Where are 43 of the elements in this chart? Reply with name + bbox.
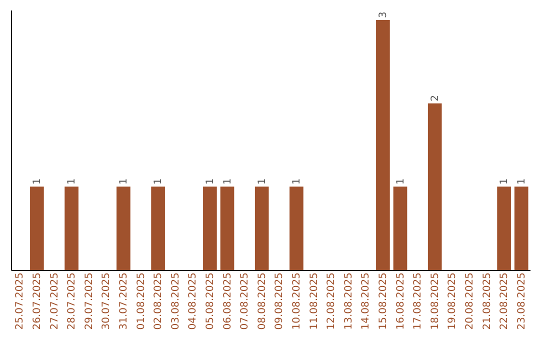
data-label: 1: [395, 178, 406, 185]
x-tick-label: 07.08.2025: [240, 272, 251, 330]
x-tick-label: 31.07.2025: [118, 272, 130, 330]
data-label: 1: [204, 178, 216, 185]
x-tick-label: 04.08.2025: [188, 272, 199, 330]
data-label: 1: [153, 178, 164, 185]
x-tick-label: 29.07.2025: [84, 272, 95, 330]
x-tick-label: 03.08.2025: [170, 272, 182, 330]
x-tick-label: 01.08.2025: [136, 272, 147, 330]
x-tick-label: 23.08.2025: [516, 272, 528, 330]
x-tick-label: 06.08.2025: [222, 272, 234, 330]
x-tick-label: 13.08.2025: [343, 272, 354, 330]
data-label: 1: [256, 178, 268, 185]
data-label: 3: [378, 12, 389, 18]
x-tick-label: 14.08.2025: [360, 272, 372, 330]
data-label: 1: [516, 178, 528, 185]
x-tick-label: 28.07.2025: [66, 272, 78, 330]
data-label: 1: [222, 178, 234, 185]
x-tick-label: 27.07.2025: [49, 272, 60, 330]
data-label: 1: [499, 178, 510, 185]
x-tick-label: 10.08.2025: [291, 272, 302, 330]
x-tick-label: 17.08.2025: [412, 272, 424, 330]
x-tick-label: 26.07.2025: [32, 272, 43, 330]
x-tick-label: 20.08.2025: [464, 272, 476, 330]
x-tick-label: 08.08.2025: [256, 272, 268, 330]
x-tick-label: 11.08.2025: [308, 272, 320, 330]
x-tick-label: 12.08.2025: [326, 272, 338, 330]
x-tick-label: 15.08.2025: [378, 272, 389, 330]
data-label: 2: [430, 94, 441, 102]
x-tick-label: 18.08.2025: [430, 272, 441, 330]
data-label: 1: [118, 178, 130, 185]
x-tick-label: 02.08.2025: [153, 272, 164, 330]
x-tick-label: 22.08.2025: [499, 272, 510, 330]
x-tick-label: 25.07.2025: [14, 272, 26, 330]
x-tick-label: 19.08.2025: [447, 272, 458, 330]
data-label: 1: [32, 178, 43, 185]
x-tick-label: 09.08.2025: [274, 272, 286, 330]
data-label: 1: [66, 178, 78, 185]
x-tick-label: 21.08.2025: [482, 272, 493, 330]
x-tick-label: 05.08.2025: [204, 272, 216, 330]
x-tick-label: 30.07.2025: [101, 272, 112, 330]
x-tick-label: 16.08.2025: [395, 272, 406, 330]
data-label: 1: [291, 178, 302, 185]
